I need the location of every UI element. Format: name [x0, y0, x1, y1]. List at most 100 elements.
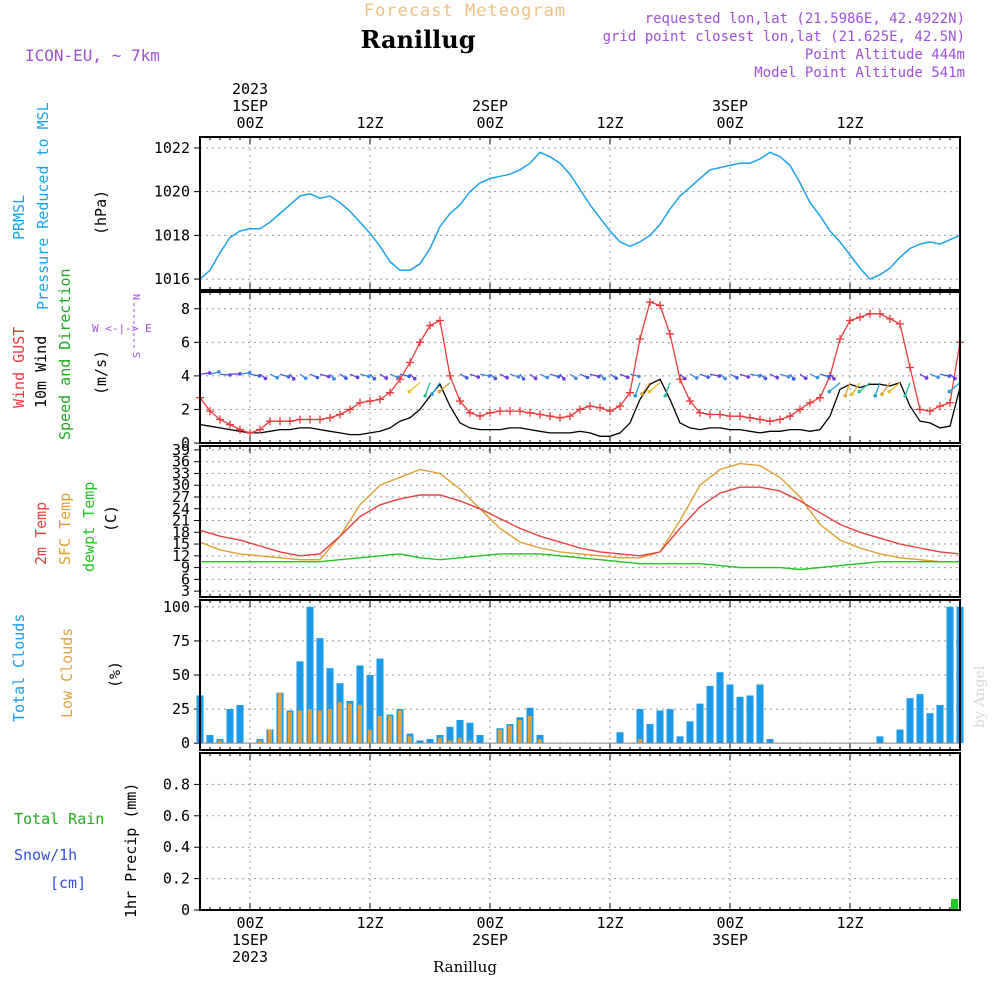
y-tick-label: 2: [181, 400, 190, 418]
gust-point: [266, 417, 274, 426]
y-tick-label: 15: [172, 535, 190, 553]
wind-arrow-head: [723, 376, 727, 381]
top-time-label: 00Z: [476, 114, 503, 132]
low-clouds-bar: [388, 715, 392, 744]
wind-arrow-head: [633, 393, 638, 398]
top-time-label: 3SEP: [712, 97, 748, 115]
y-tick-label: 18: [172, 523, 190, 541]
point-altitude: Point Altitude 444m: [805, 47, 965, 63]
wind-arrow-head: [735, 376, 739, 380]
total-clouds-bar: [316, 638, 324, 744]
wind-arrow-head: [407, 374, 411, 379]
y-tick-label: 27: [172, 488, 190, 506]
wind-arrow-head: [953, 376, 957, 381]
total-clouds-bar: [646, 724, 654, 744]
wind-arrow-head: [344, 376, 348, 381]
top-time-label: 2SEP: [472, 97, 508, 115]
wind-arrow-head: [332, 376, 336, 381]
gust-point: [456, 397, 464, 406]
footer-location: Ranillug: [433, 958, 497, 976]
gust-point: [866, 309, 874, 318]
wind-label-2: 10m Wind: [32, 336, 50, 408]
gust-point: [426, 321, 434, 330]
total-clouds-bar: [226, 709, 234, 744]
gust-point: [246, 428, 254, 437]
wind-arrow-head: [647, 389, 652, 394]
gust-point: [306, 415, 314, 424]
panel-0: 1016 1018 1020 1022: [154, 136, 961, 291]
y-tick-label: 21: [172, 512, 190, 530]
panel-frame: [199, 445, 961, 598]
low-clouds-bar: [538, 739, 542, 744]
wind-arrow-head: [663, 393, 668, 398]
wind-arrow-head: [625, 375, 630, 380]
low-clouds-bar: [288, 711, 292, 744]
gust-point: [486, 408, 494, 417]
rain-bar: [951, 899, 958, 910]
y-tick-label: 100: [163, 598, 190, 616]
wind-arrow-head: [372, 376, 377, 381]
gust-point: [326, 413, 334, 422]
wind-arrow-head: [775, 375, 779, 380]
gust-point: [886, 314, 894, 323]
y-tick-label: 0: [181, 901, 190, 919]
wind-arrow-head: [694, 376, 699, 380]
wind-arrow-head: [873, 393, 878, 398]
total-clouds-bar: [686, 721, 694, 744]
y-tick-label: 12: [172, 547, 190, 565]
wind-arrow-head: [286, 374, 291, 379]
gust-point: [926, 407, 934, 416]
low-clouds-bar: [308, 709, 312, 744]
gust-point: [526, 408, 534, 417]
top-time-label: 1SEP: [232, 97, 268, 115]
gust-point: [376, 395, 384, 404]
total-clouds-bar: [616, 732, 624, 744]
temp-unit: (C): [102, 505, 120, 532]
low-clouds-bar: [368, 729, 372, 744]
gust-point: [296, 415, 304, 424]
total-clouds-bar: [636, 709, 644, 744]
y-tick-label: 0.6: [163, 807, 190, 825]
y-tick-label: 4: [181, 367, 190, 385]
temp-label-1: 2m Temp: [32, 502, 50, 565]
gust-point: [916, 405, 924, 414]
location-title: Ranillug: [360, 25, 475, 54]
gust-point: [856, 313, 864, 322]
top-time-label: 12Z: [836, 114, 863, 132]
model-label: ICON-EU, ~ 7km: [25, 46, 160, 65]
wind-arrow-head: [803, 376, 808, 381]
wind-arrow-head: [597, 374, 601, 379]
wind-arrow-head: [437, 389, 442, 394]
wind-arrow-head: [936, 375, 940, 379]
low-clouds-bar: [268, 729, 272, 744]
total-clouds-bar: [676, 736, 684, 744]
wind-arrow: [881, 382, 891, 395]
wind-arrow-head: [493, 376, 498, 381]
low-clouds-bar: [448, 740, 452, 744]
gust-point: [766, 417, 774, 426]
total-clouds-bar: [746, 695, 754, 744]
gust-point: [576, 405, 584, 414]
gust-point: [936, 402, 944, 411]
total-clouds-bar: [946, 606, 954, 744]
gust-point: [906, 363, 914, 372]
dewpt-line: [200, 553, 960, 571]
top-time-label: 00Z: [236, 114, 263, 132]
gust-point: [706, 410, 714, 419]
gust-point: [646, 298, 654, 307]
compass-s: S: [132, 352, 143, 358]
y-tick-label: 0: [181, 434, 190, 452]
gust-point: [846, 316, 854, 325]
total-clouds-bar: [936, 705, 944, 744]
pressure-unit: (hPa): [92, 190, 110, 235]
y-tick-label: 24: [172, 500, 190, 518]
total-clouds-bar: [356, 665, 364, 744]
clouds-label-1: Total Clouds: [10, 614, 28, 722]
compass-we: W <-|-> E: [92, 322, 152, 335]
wind-arrow: [438, 382, 451, 393]
compass-n: N: [132, 294, 143, 300]
top-time-label: 00Z: [716, 114, 743, 132]
low-clouds-bar: [528, 715, 532, 744]
